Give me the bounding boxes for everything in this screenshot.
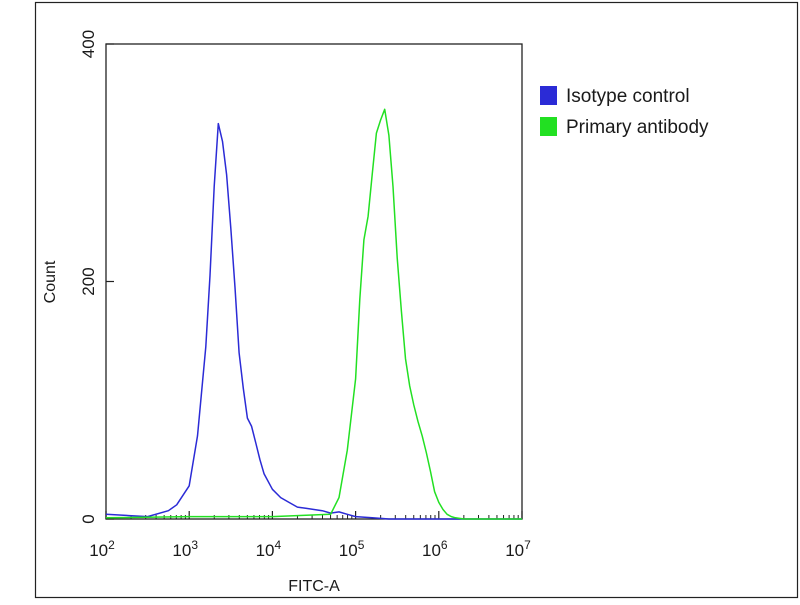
histogram-series <box>105 108 522 520</box>
y-tick-label: 0 <box>79 514 98 523</box>
legend: Isotype control Primary antibody <box>540 86 709 138</box>
y-tick-label: 400 <box>79 30 98 58</box>
plot-area <box>105 43 523 520</box>
series-line-primary-antibody <box>105 108 522 520</box>
legend-label-isotype-control: Isotype control <box>566 86 690 107</box>
y-axis-title: Count <box>42 260 59 303</box>
x-tick-label: 107 <box>505 538 531 560</box>
x-tick-label: 106 <box>422 538 448 560</box>
legend-label-primary-antibody: Primary antibody <box>566 117 709 138</box>
x-tick-label: 104 <box>256 538 282 560</box>
x-tick-label: 103 <box>172 538 198 560</box>
series-line-isotype-control <box>105 122 522 520</box>
x-axis-title: FITC-A <box>288 578 340 595</box>
figure-border <box>34 1 799 599</box>
x-tick-label: 102 <box>89 538 115 560</box>
legend-swatch-primary-antibody <box>540 117 557 136</box>
x-axis-ticks: 102 103 104 105 106 107 <box>89 511 531 560</box>
y-tick-label: 200 <box>79 267 98 295</box>
x-tick-label: 105 <box>339 538 365 560</box>
y-axis-ticks: 0 200 400 <box>79 30 114 524</box>
legend-swatch-isotype-control <box>540 86 557 105</box>
